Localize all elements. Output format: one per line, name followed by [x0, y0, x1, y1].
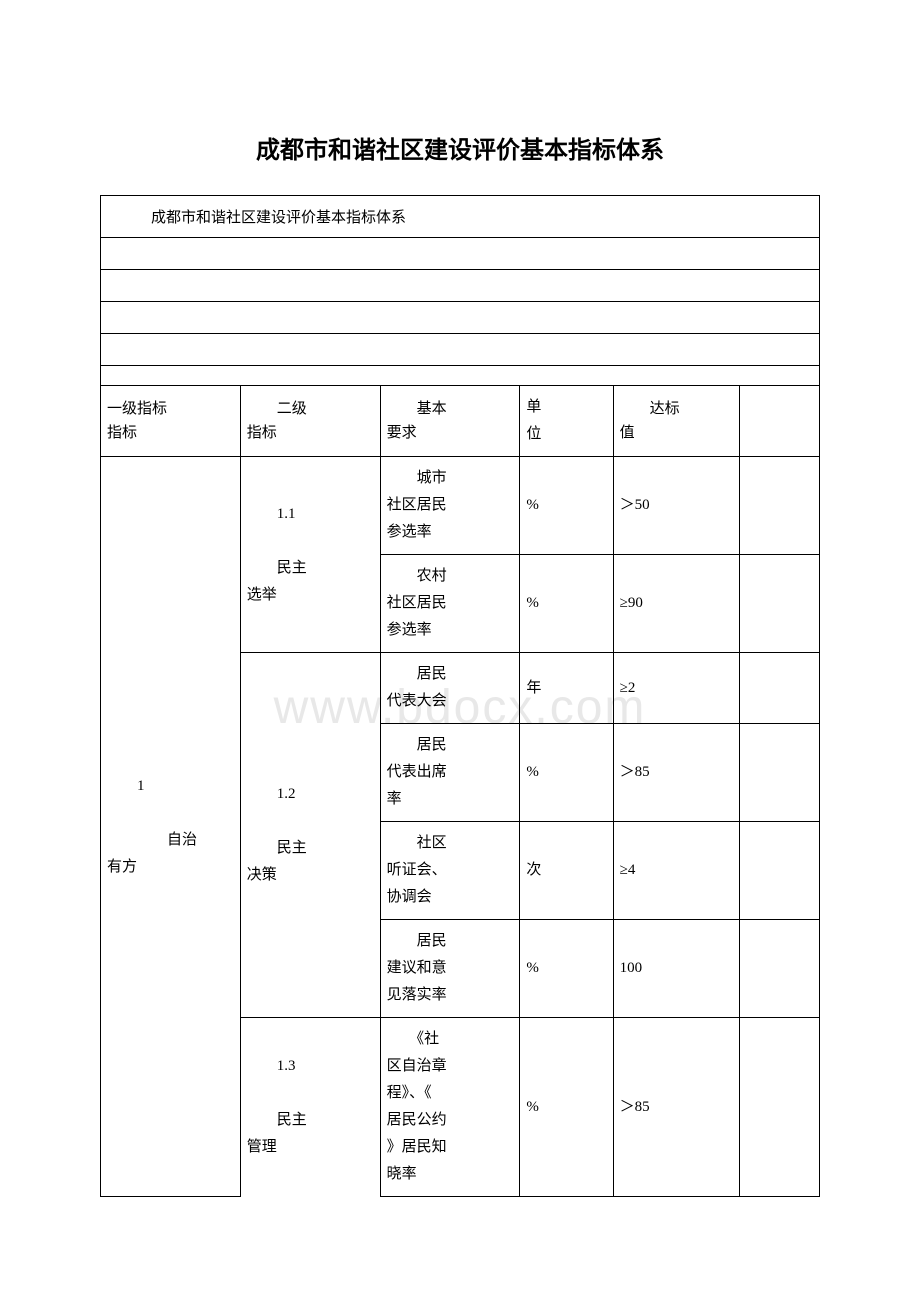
header-unit: 单位	[520, 386, 613, 457]
header-empty	[740, 386, 820, 457]
page-title: 成都市和谐社区建设评价基本指标体系	[100, 130, 820, 165]
level2-num: 1.2	[247, 781, 374, 808]
req-cell: 社区听证会、协调会	[380, 822, 520, 920]
level2-cell: 1.3 民主管理	[240, 1018, 380, 1197]
req-cell: 居民建议和意见落实率	[380, 920, 520, 1018]
empty-cell	[740, 457, 820, 555]
req-cell: 《社区自治章程》、《居民公约》居民知晓率	[380, 1018, 520, 1197]
target-cell: ＞50	[613, 457, 739, 555]
table-row: 1 自治有方 1.1 民主选举 城市社区居民参选率 % ＞50	[101, 457, 820, 555]
header-row: 一级指标指标 二级指标 基本要求 单位 达标值	[101, 386, 820, 457]
target-cell: 100	[613, 920, 739, 1018]
level2-label: 民主选举	[247, 560, 307, 603]
unit-cell: %	[520, 555, 613, 653]
level1-label: 自治有方	[107, 827, 234, 881]
level2-label: 民主决策	[247, 840, 307, 883]
level2-label: 民主管理	[247, 1112, 307, 1155]
unit-cell: %	[520, 457, 613, 555]
target-cell: ＞85	[613, 724, 739, 822]
empty-row	[101, 270, 820, 302]
unit-cell: 次	[520, 822, 613, 920]
table-subtitle: 成都市和谐社区建设评价基本指标体系	[121, 206, 406, 227]
level2-cell: 1.2 民主决策	[240, 653, 380, 1018]
empty-cell	[740, 822, 820, 920]
empty-row	[101, 334, 820, 366]
target-cell: ≥2	[613, 653, 739, 724]
level2-num: 1.1	[247, 501, 374, 528]
header-level1: 一级指标指标	[101, 386, 241, 457]
empty-row	[101, 366, 820, 386]
target-cell: ＞85	[613, 1018, 739, 1197]
req-cell: 城市社区居民参选率	[380, 457, 520, 555]
unit-cell: 年	[520, 653, 613, 724]
subtitle-row: 成都市和谐社区建设评价基本指标体系	[101, 196, 820, 238]
empty-cell	[740, 555, 820, 653]
target-cell: ≥90	[613, 555, 739, 653]
req-cell: 居民代表出席率	[380, 724, 520, 822]
req-cell: 农村社区居民参选率	[380, 555, 520, 653]
empty-row	[101, 238, 820, 270]
header-basic: 基本要求	[380, 386, 520, 457]
empty-row	[101, 302, 820, 334]
level2-num: 1.3	[247, 1053, 374, 1080]
unit-cell: %	[520, 724, 613, 822]
header-level2: 二级指标	[240, 386, 380, 457]
empty-cell	[740, 1018, 820, 1197]
level1-num: 1	[107, 773, 234, 800]
level1-cell: 1 自治有方	[101, 457, 241, 1197]
req-cell: 居民代表大会	[380, 653, 520, 724]
header-target: 达标值	[613, 386, 739, 457]
unit-cell: %	[520, 920, 613, 1018]
empty-cell	[740, 724, 820, 822]
indicator-table: 成都市和谐社区建设评价基本指标体系 一级指标指标 二级指标 基本要求 单位 达标…	[100, 195, 820, 1197]
empty-cell	[740, 920, 820, 1018]
unit-cell: %	[520, 1018, 613, 1197]
empty-cell	[740, 653, 820, 724]
target-cell: ≥4	[613, 822, 739, 920]
level2-cell: 1.1 民主选举	[240, 457, 380, 653]
